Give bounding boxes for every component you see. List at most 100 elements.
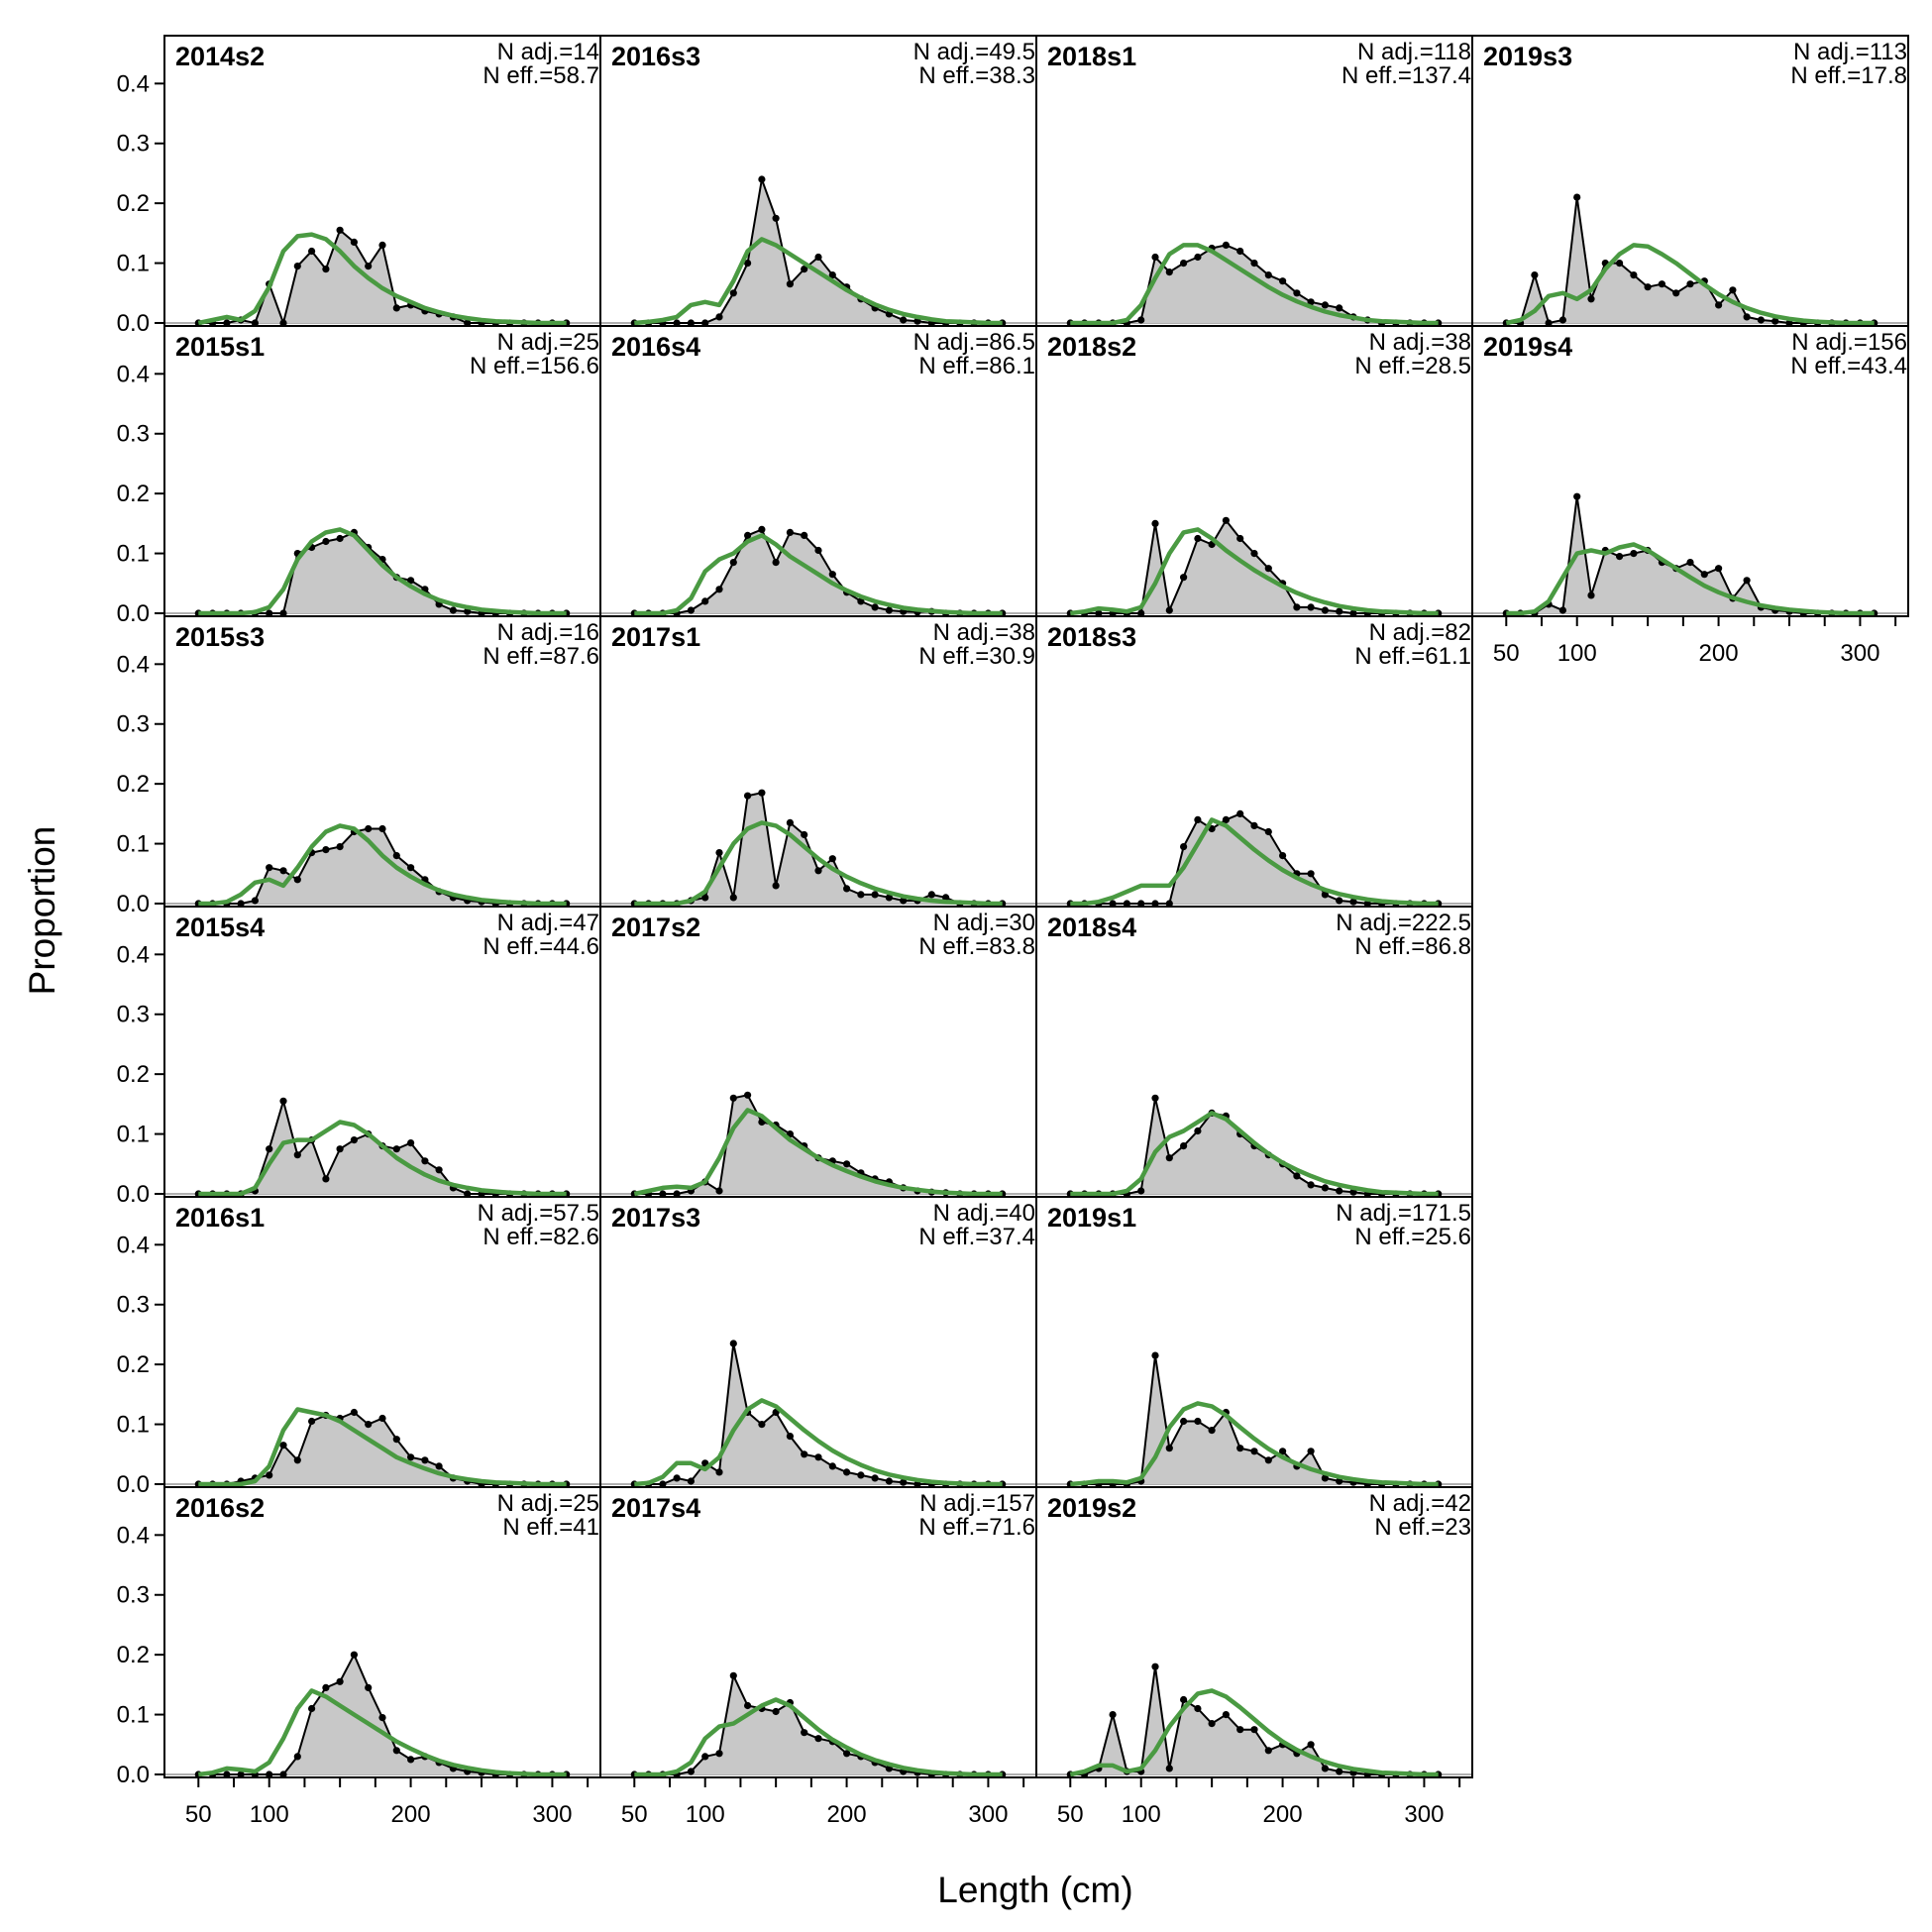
observed-point xyxy=(1630,271,1638,279)
y-tick-label: 0.1 xyxy=(117,541,150,568)
panel-2017s1: 2017s1 N adj.=38N eff.=30.9 xyxy=(599,615,1037,908)
observed-point xyxy=(1307,1741,1315,1749)
observed-point xyxy=(1321,1184,1329,1192)
y-tick-label: 0.2 xyxy=(117,1061,150,1088)
y-tick-label: 0.1 xyxy=(117,1122,150,1148)
observed-point xyxy=(900,1478,908,1486)
observed-point xyxy=(1236,534,1244,543)
panel-2016s4: 2016s4 N adj.=86.5N eff.=86.1 xyxy=(599,325,1037,617)
panel-title: 2019s4 xyxy=(1483,332,1572,362)
observed-point xyxy=(1180,574,1188,582)
observed-point xyxy=(659,1190,667,1198)
x-tick-label: 100 xyxy=(250,1801,289,1828)
observed-point xyxy=(871,891,879,899)
observed-point xyxy=(828,1462,836,1470)
observed-point xyxy=(1250,260,1258,268)
observed-point xyxy=(1165,1445,1173,1452)
observed-point xyxy=(266,864,273,872)
observed-point xyxy=(1109,900,1117,908)
y-tick-label: 0.4 xyxy=(117,361,150,387)
observed-point xyxy=(365,1421,373,1429)
observed-point xyxy=(1336,607,1343,615)
observed-point xyxy=(1307,603,1315,611)
observed-point xyxy=(308,247,316,256)
observed-point xyxy=(1349,609,1357,617)
observed-point xyxy=(421,1456,429,1464)
observed-point xyxy=(801,266,808,273)
observed-area xyxy=(198,532,567,613)
observed-point xyxy=(729,1094,737,1102)
observed-point xyxy=(1321,606,1329,614)
observed-point xyxy=(293,263,301,270)
observed-point xyxy=(772,559,780,567)
observed-point xyxy=(744,260,752,268)
observed-point xyxy=(715,1187,723,1195)
observed-point xyxy=(1165,268,1173,276)
observed-area xyxy=(634,1675,1003,1774)
observed-point xyxy=(1336,897,1343,905)
observed-point xyxy=(293,1456,301,1464)
y-tick-label: 0.4 xyxy=(117,1522,150,1549)
observed-point xyxy=(673,1474,681,1482)
observed-point xyxy=(1757,316,1765,324)
observed-point xyxy=(293,1753,301,1761)
observed-point xyxy=(744,531,752,540)
panel-2018s2: 2018s2 N adj.=38N eff.=28.5 xyxy=(1035,325,1473,617)
observed-point xyxy=(857,891,865,899)
observed-point xyxy=(1729,286,1737,294)
observed-point xyxy=(1194,253,1202,262)
observed-point xyxy=(322,1175,330,1183)
observed-point xyxy=(715,1750,723,1758)
observed-point xyxy=(715,313,723,321)
x-tick-label: 200 xyxy=(1263,1801,1303,1828)
panel-title: 2019s2 xyxy=(1047,1493,1136,1523)
observed-point xyxy=(772,882,780,890)
y-tick-label: 0.2 xyxy=(117,1642,150,1668)
observed-point xyxy=(350,1651,358,1659)
observed-point xyxy=(729,559,737,567)
observed-point xyxy=(1180,1695,1188,1704)
expected-line xyxy=(1070,1111,1439,1197)
observed-point xyxy=(336,843,344,851)
panel-2018s3: 2018s3 N adj.=82N eff.=61.1 xyxy=(1035,615,1473,908)
panel-title: 2017s2 xyxy=(611,912,700,942)
observed-point xyxy=(435,1462,443,1470)
observed-point xyxy=(900,316,908,324)
observed-point xyxy=(744,1701,752,1710)
observed-point xyxy=(407,1756,415,1764)
observed-point xyxy=(772,1707,780,1716)
observed-point xyxy=(1658,280,1665,288)
observed-point xyxy=(1250,1726,1258,1734)
observed-point xyxy=(1151,1351,1159,1359)
panel-2018s4: 2018s4 N adj.=222.5N eff.=86.8 xyxy=(1035,906,1473,1198)
observed-point xyxy=(1743,577,1751,585)
n-adj-label: N adj.=16 xyxy=(497,619,599,646)
observed-point xyxy=(885,894,894,902)
observed-point xyxy=(1644,283,1652,291)
observed-point xyxy=(772,214,780,222)
observed-point xyxy=(1293,1172,1301,1180)
panel-title: 2017s1 xyxy=(611,622,700,652)
observed-point xyxy=(701,597,709,605)
observed-point xyxy=(828,271,836,279)
observed-point xyxy=(1264,565,1272,573)
panel-title: 2018s3 xyxy=(1047,622,1136,652)
n-adj-label: N adj.=42 xyxy=(1369,1490,1471,1517)
n-eff-label: N eff.=137.4 xyxy=(1342,62,1471,89)
observed-point xyxy=(1293,289,1301,297)
observed-point xyxy=(701,1753,709,1761)
expected-line xyxy=(633,1108,1003,1197)
y-tick-label: 0.1 xyxy=(117,1412,150,1439)
observed-area xyxy=(634,179,1003,323)
observed-point xyxy=(843,1468,851,1476)
n-adj-label: N adj.=171.5 xyxy=(1336,1200,1471,1227)
observed-point xyxy=(786,528,795,537)
observed-point xyxy=(871,1474,879,1482)
observed-point xyxy=(843,885,851,893)
observed-area xyxy=(1070,1666,1439,1774)
y-tick-label: 0.3 xyxy=(117,711,150,738)
observed-point xyxy=(1264,1747,1272,1755)
observed-point xyxy=(279,609,287,617)
observed-point xyxy=(1558,606,1566,614)
